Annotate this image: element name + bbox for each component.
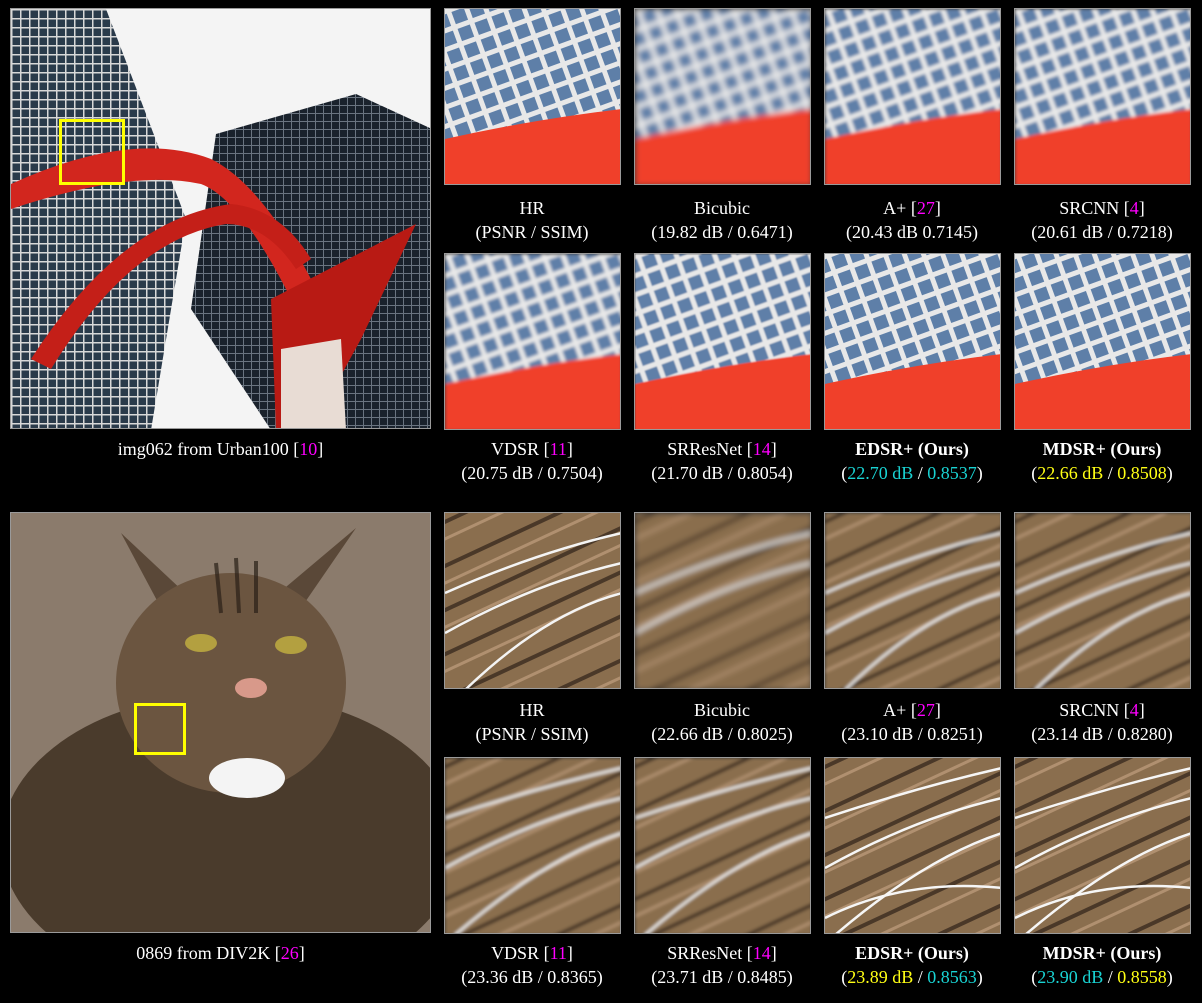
crop-srresnet bbox=[634, 757, 811, 934]
crop-edsr bbox=[824, 253, 1001, 430]
urban-building-image bbox=[10, 8, 431, 429]
crop-hr bbox=[444, 8, 621, 185]
crop-srresnet bbox=[634, 253, 811, 430]
caption-srresnet: SRResNet [14] (23.71 dB / 0.8485) bbox=[651, 943, 793, 987]
crop-edsr bbox=[824, 757, 1001, 934]
citation-ref: 26 bbox=[280, 943, 299, 963]
main-caption: img062 from Urban100 [10] bbox=[117, 439, 324, 459]
crop-srcnn bbox=[1014, 512, 1191, 689]
caption-srcnn: SRCNN [4] (20.61 dB / 0.7218) bbox=[1031, 198, 1173, 242]
crop-mdsr bbox=[1014, 253, 1191, 430]
crop-hr bbox=[444, 512, 621, 689]
caption-srresnet: SRResNet [14] (21.70 dB / 0.8054) bbox=[651, 439, 793, 483]
crop-aplus bbox=[824, 512, 1001, 689]
caption-srcnn: SRCNN [4] (23.14 dB / 0.8280) bbox=[1031, 700, 1173, 744]
zoom-region-box bbox=[134, 703, 186, 755]
caption-bicubic: Bicubic (19.82 dB / 0.6471) bbox=[651, 198, 793, 242]
caption-mdsr: MDSR+ (Ours) (22.66 dB / 0.8508) bbox=[1031, 439, 1173, 483]
caption-vdsr: VDSR [11] (23.36 dB / 0.8365) bbox=[461, 943, 603, 987]
crop-mdsr bbox=[1014, 757, 1191, 934]
crop-vdsr bbox=[444, 757, 621, 934]
caption-vdsr: VDSR [11] (20.75 dB / 0.7504) bbox=[461, 439, 603, 483]
caption-edsr: EDSR+ (Ours) (22.70 dB / 0.8537) bbox=[841, 439, 983, 483]
div2k-cat-image bbox=[10, 512, 431, 933]
caption-mdsr: MDSR+ (Ours) (23.90 dB / 0.8558) bbox=[1031, 943, 1173, 987]
zoom-region-box bbox=[59, 119, 125, 185]
crop-aplus bbox=[824, 8, 1001, 185]
caption-edsr: EDSR+ (Ours) (23.89 dB / 0.8563) bbox=[841, 943, 983, 987]
crop-bicubic bbox=[634, 8, 811, 185]
citation-ref: 10 bbox=[299, 439, 318, 459]
crop-bicubic bbox=[634, 512, 811, 689]
crop-vdsr bbox=[444, 253, 621, 430]
caption-bicubic: Bicubic (22.66 dB / 0.8025) bbox=[651, 700, 793, 744]
caption-hr: HR (PSNR / SSIM) bbox=[475, 198, 589, 242]
caption-hr: HR (PSNR / SSIM) bbox=[475, 700, 589, 744]
caption-aplus: A+ [27] (20.43 dB 0.7145) bbox=[846, 198, 978, 242]
crop-srcnn bbox=[1014, 8, 1191, 185]
main-caption: 0869 from DIV2K [26] bbox=[136, 943, 305, 963]
caption-aplus: A+ [27] (23.10 dB / 0.8251) bbox=[841, 700, 983, 744]
